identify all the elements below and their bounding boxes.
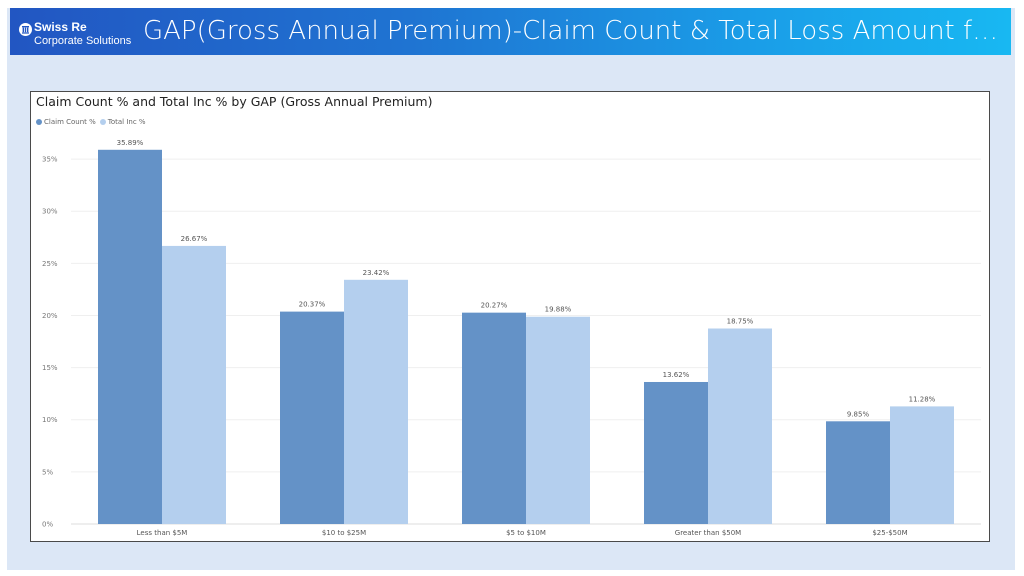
y-tick-label: 15% bbox=[42, 364, 58, 372]
data-label-claim-count: 20.37% bbox=[299, 301, 326, 309]
x-tick-label: $25-$50M bbox=[872, 529, 907, 537]
brand-name: Swiss Re bbox=[34, 20, 87, 34]
y-tick-label: 10% bbox=[42, 416, 58, 424]
data-label-total-inc: 11.28% bbox=[909, 395, 936, 403]
swiss-re-logo-icon bbox=[19, 23, 32, 36]
bar-claim-count[interactable] bbox=[826, 421, 890, 524]
x-tick-label: $10 to $25M bbox=[322, 529, 366, 537]
bar-total-inc[interactable] bbox=[708, 328, 772, 525]
slide: Swiss Re Corporate Solutions GAP(Gross A… bbox=[7, 8, 1015, 570]
bar-total-inc[interactable] bbox=[526, 316, 590, 524]
data-label-total-inc: 19.88% bbox=[545, 306, 572, 314]
data-label-claim-count: 20.27% bbox=[481, 302, 508, 310]
legend-label-claim-count: Claim Count % bbox=[44, 118, 96, 126]
header-bar: Swiss Re Corporate Solutions GAP(Gross A… bbox=[10, 8, 1011, 55]
bar-claim-count[interactable] bbox=[462, 312, 526, 524]
brand-subtitle: Corporate Solutions bbox=[34, 35, 132, 47]
bar-total-inc[interactable] bbox=[162, 245, 226, 524]
page-title: GAP(Gross Annual Premium)-Claim Count & … bbox=[143, 16, 1009, 46]
y-tick-label: 0% bbox=[42, 521, 53, 529]
chart-visual[interactable]: 0% 5% 10% 15% 20% 25% 30% 35% 35.89% 26.67% Less t… bbox=[30, 91, 990, 542]
bar-chart: 0% 5% 10% 15% 20% 25% 30% 35% 35.89% 26.67% Less t… bbox=[42, 139, 981, 537]
bar-claim-count[interactable] bbox=[644, 381, 708, 524]
bar-claim-count[interactable] bbox=[98, 149, 162, 524]
y-tick-label: 35% bbox=[42, 156, 58, 164]
legend-item-claim-count[interactable]: Claim Count % bbox=[36, 118, 96, 126]
data-label-claim-count: 13.62% bbox=[663, 371, 690, 379]
y-tick-label: 20% bbox=[42, 312, 58, 320]
x-tick-label: $5 to $10M bbox=[506, 529, 546, 537]
legend-dot-claim-count bbox=[36, 119, 42, 125]
chart-legend: Claim Count % Total Inc % bbox=[36, 118, 146, 126]
chart-title: Claim Count % and Total Inc % by GAP (Gr… bbox=[36, 94, 433, 109]
data-label-total-inc: 18.75% bbox=[727, 318, 754, 326]
bar-claim-count[interactable] bbox=[280, 311, 344, 524]
y-tick-label: 5% bbox=[42, 468, 53, 476]
bar-total-inc[interactable] bbox=[890, 406, 954, 524]
legend-item-total-inc[interactable]: Total Inc % bbox=[99, 118, 146, 126]
bar-total-inc[interactable] bbox=[344, 279, 408, 524]
x-tick-label: Less than $5M bbox=[137, 529, 188, 537]
legend-label-total-inc: Total Inc % bbox=[107, 118, 146, 126]
data-label-claim-count: 9.85% bbox=[847, 410, 870, 418]
y-tick-label: 25% bbox=[42, 260, 58, 268]
legend-dot-total-inc bbox=[99, 119, 106, 125]
y-tick-label: 30% bbox=[42, 208, 58, 216]
data-label-total-inc: 26.67% bbox=[181, 235, 208, 243]
x-tick-label: Greater than $50M bbox=[675, 529, 741, 537]
data-label-claim-count: 35.89% bbox=[117, 139, 144, 147]
data-label-total-inc: 23.42% bbox=[363, 269, 390, 277]
